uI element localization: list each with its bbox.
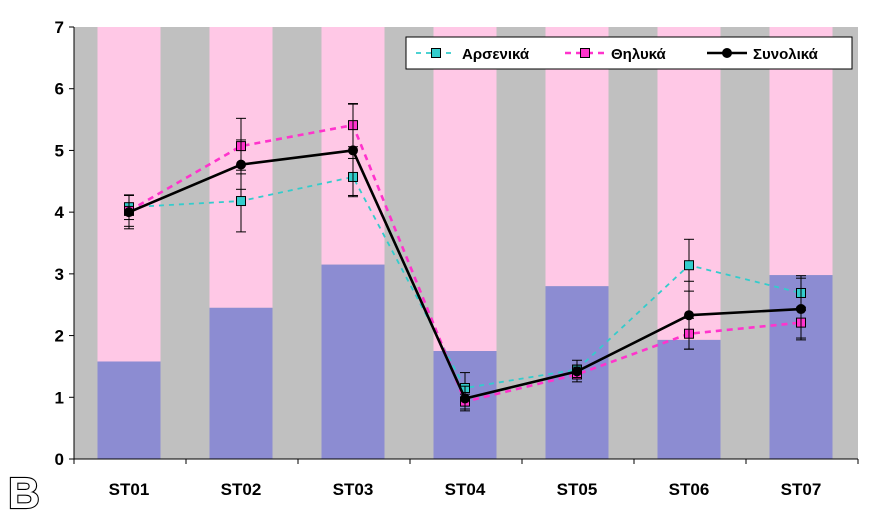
- legend-label: Αρσενικά: [462, 46, 530, 63]
- y-tick-label: 2: [55, 327, 64, 346]
- series-1-point: [236, 196, 246, 207]
- bar-lower-st03: [321, 264, 385, 459]
- series-1-point: [684, 260, 694, 271]
- legend-swatch-marker: [431, 48, 441, 58]
- legend-swatch-marker: [722, 48, 732, 58]
- x-tick-label: ST06: [669, 480, 710, 499]
- bar-lower-st06: [657, 339, 721, 459]
- bar-lower-st02: [209, 307, 273, 459]
- y-tick-label: 5: [55, 141, 64, 160]
- bar-lower-st01: [97, 361, 161, 459]
- bar-upper-st04: [433, 27, 497, 351]
- y-axis-ticks: 0 1 2 3 4 5 6 7: [55, 18, 74, 469]
- x-tick-label: ST07: [781, 480, 822, 499]
- x-axis-ticks: ST01 ST02 ST03 ST04 ST05 ST06 ST07: [73, 459, 859, 499]
- bars-layer: [97, 27, 833, 459]
- legend: Αρσενικά Θηλυκά Συνολικά: [405, 36, 853, 70]
- legend-label: Θηλυκά: [611, 46, 667, 63]
- legend-swatch-marker: [580, 48, 590, 58]
- bar-upper-st05: [545, 27, 609, 287]
- series-3-point: [572, 366, 582, 377]
- y-tick-label: 1: [55, 388, 64, 407]
- x-tick-label: ST05: [557, 480, 598, 499]
- series-layer: [124, 103, 806, 412]
- y-tick-label: 4: [55, 203, 65, 222]
- series-3-point: [236, 159, 246, 170]
- x-tick-label: ST04: [445, 480, 486, 499]
- x-tick-label: ST01: [109, 480, 150, 499]
- y-tick-label: 0: [55, 450, 64, 469]
- x-tick-label: ST02: [221, 480, 262, 499]
- series-3-point: [684, 310, 694, 321]
- legend-label: Συνολικά: [753, 46, 819, 63]
- y-tick-label: 6: [55, 80, 64, 99]
- series-3-point: [796, 304, 806, 315]
- bar-upper-st01: [97, 27, 161, 362]
- y-tick-label: 3: [55, 265, 64, 284]
- series-3-point: [460, 393, 470, 404]
- x-tick-label: ST03: [333, 480, 374, 499]
- series-3-point: [124, 207, 134, 218]
- series-3-point: [348, 145, 358, 156]
- y-tick-label: 7: [55, 18, 64, 37]
- legend-box: [405, 36, 853, 70]
- panel-label: B: [8, 469, 40, 518]
